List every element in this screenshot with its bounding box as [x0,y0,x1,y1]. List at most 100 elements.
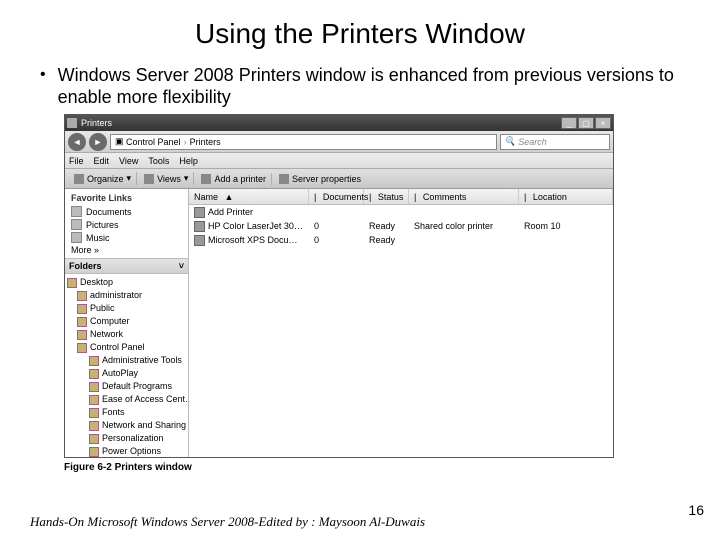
col-comments[interactable]: | Comments [409,189,519,204]
tree-node[interactable]: Personalization [65,432,188,445]
folder-icon [89,382,99,392]
views-button[interactable]: Views ▾ [139,172,194,185]
content-pane: Name ▲ | Documents | Status | Comments |… [189,189,613,457]
folder-icon [89,356,99,366]
printer-name: HP Color LaserJet 30… [208,221,303,231]
search-input[interactable]: 🔍 Search [500,134,610,150]
maximize-button[interactable]: ▢ [578,117,594,129]
address-bar: ◄ ► ▣ Control Panel › Printers 🔍 Search [65,131,613,153]
window-titlebar: Printers _ ▢ × [65,115,613,131]
tree-node[interactable]: AutoPlay [65,367,188,380]
tree-node[interactable]: Power Options [65,445,188,457]
minimize-button[interactable]: _ [561,117,577,129]
printer-status: Ready [364,235,409,245]
slide-title: Using the Printers Window [30,18,690,50]
folder-icon [89,421,99,431]
tree-node[interactable]: Desktop [65,276,188,289]
fav-music[interactable]: Music [69,231,184,244]
menu-help[interactable]: Help [179,156,198,166]
folder-tree: DesktopadministratorPublicComputerNetwor… [65,274,188,457]
folder-icon [67,278,77,288]
tree-label: Network [90,328,123,341]
sep-icon: | [524,192,526,202]
folders-header[interactable]: Folders ˅ [65,258,188,274]
col-name[interactable]: Name ▲ [189,189,309,204]
forward-button[interactable]: ► [89,133,107,151]
tree-node[interactable]: Default Programs [65,380,188,393]
figure-caption: Figure 6-2 Printers window [64,462,690,473]
pictures-icon [71,219,82,230]
printer-docs: 0 [309,221,364,231]
chevron-down-icon: ˅ [179,261,184,271]
search-icon: 🔍 [504,136,515,147]
column-headers: Name ▲ | Documents | Status | Comments |… [189,189,613,205]
tree-node[interactable]: Public [65,302,188,315]
printer-row[interactable]: Add Printer [189,205,613,219]
col-location[interactable]: | Location [519,189,613,204]
printer-icon [194,235,205,246]
tree-label: Control Panel [90,341,145,354]
tree-label: Ease of Access Cent… [102,393,188,406]
sort-asc-icon: ▲ [225,192,234,202]
close-button[interactable]: × [595,117,611,129]
chevron-down-icon: ▾ [127,173,132,184]
tree-label: Personalization [102,432,164,445]
menu-bar: File Edit View Tools Help [65,153,613,169]
fav-pictures[interactable]: Pictures [69,218,184,231]
tree-node[interactable]: Network and Sharing [65,419,188,432]
tree-label: Default Programs [102,380,172,393]
tree-label: administrator [90,289,142,302]
breadcrumb-seg[interactable]: Control Panel [126,137,181,147]
printers-window: Printers _ ▢ × ◄ ► ▣ Control Panel › Pri… [64,114,614,458]
tree-label: Public [90,302,115,315]
printer-row[interactable]: Microsoft XPS Docu…0Ready [189,233,613,247]
fav-documents[interactable]: Documents [69,205,184,218]
folder-icon [89,395,99,405]
breadcrumb[interactable]: ▣ Control Panel › Printers [110,134,497,150]
tree-node[interactable]: Administrative Tools [65,354,188,367]
tree-node[interactable]: Network [65,328,188,341]
tree-node[interactable]: Control Panel [65,341,188,354]
folder-icon [89,408,99,418]
tree-label: Computer [90,315,130,328]
folder-icon [77,291,87,301]
left-pane: Favorite Links Documents Pictures Music … [65,189,189,457]
folder-icon [77,317,87,327]
organize-button[interactable]: Organize ▾ [69,172,137,185]
tree-node[interactable]: Computer [65,315,188,328]
server-properties-button[interactable]: Server properties [274,173,366,185]
folder-icon [89,369,99,379]
folder-icon [89,434,99,444]
tree-node[interactable]: Ease of Access Cent… [65,393,188,406]
slide-footer: Hands-On Microsoft Windows Server 2008-E… [30,514,425,530]
bullet-item: • Windows Server 2008 Printers window is… [30,64,690,108]
printer-location: Room 10 [519,221,613,231]
documents-icon [71,206,82,217]
menu-view[interactable]: View [119,156,138,166]
printer-row[interactable]: HP Color LaserJet 30…0ReadyShared color … [189,219,613,233]
breadcrumb-sep-icon: › [184,137,187,147]
back-button[interactable]: ◄ [68,133,86,151]
tree-label: Fonts [102,406,125,419]
breadcrumb-seg[interactable]: Printers [190,137,221,147]
printer-docs: 0 [309,235,364,245]
menu-tools[interactable]: Tools [148,156,169,166]
add-printer-button[interactable]: Add a printer [196,173,272,185]
col-documents[interactable]: | Documents [309,189,364,204]
fav-more[interactable]: More » [69,244,184,256]
printer-name: Add Printer [208,207,253,217]
menu-edit[interactable]: Edit [94,156,110,166]
tree-node[interactable]: administrator [65,289,188,302]
printer-comments: Shared color printer [409,221,519,231]
tree-node[interactable]: Fonts [65,406,188,419]
views-icon [144,174,154,184]
sep-icon: | [414,192,416,202]
printer-icon [67,118,77,128]
search-placeholder: Search [518,137,547,147]
col-status[interactable]: | Status [364,189,409,204]
folder-icon [89,447,99,457]
tree-label: Desktop [80,276,113,289]
window-title: Printers [81,118,561,128]
organize-icon [74,174,84,184]
menu-file[interactable]: File [69,156,84,166]
